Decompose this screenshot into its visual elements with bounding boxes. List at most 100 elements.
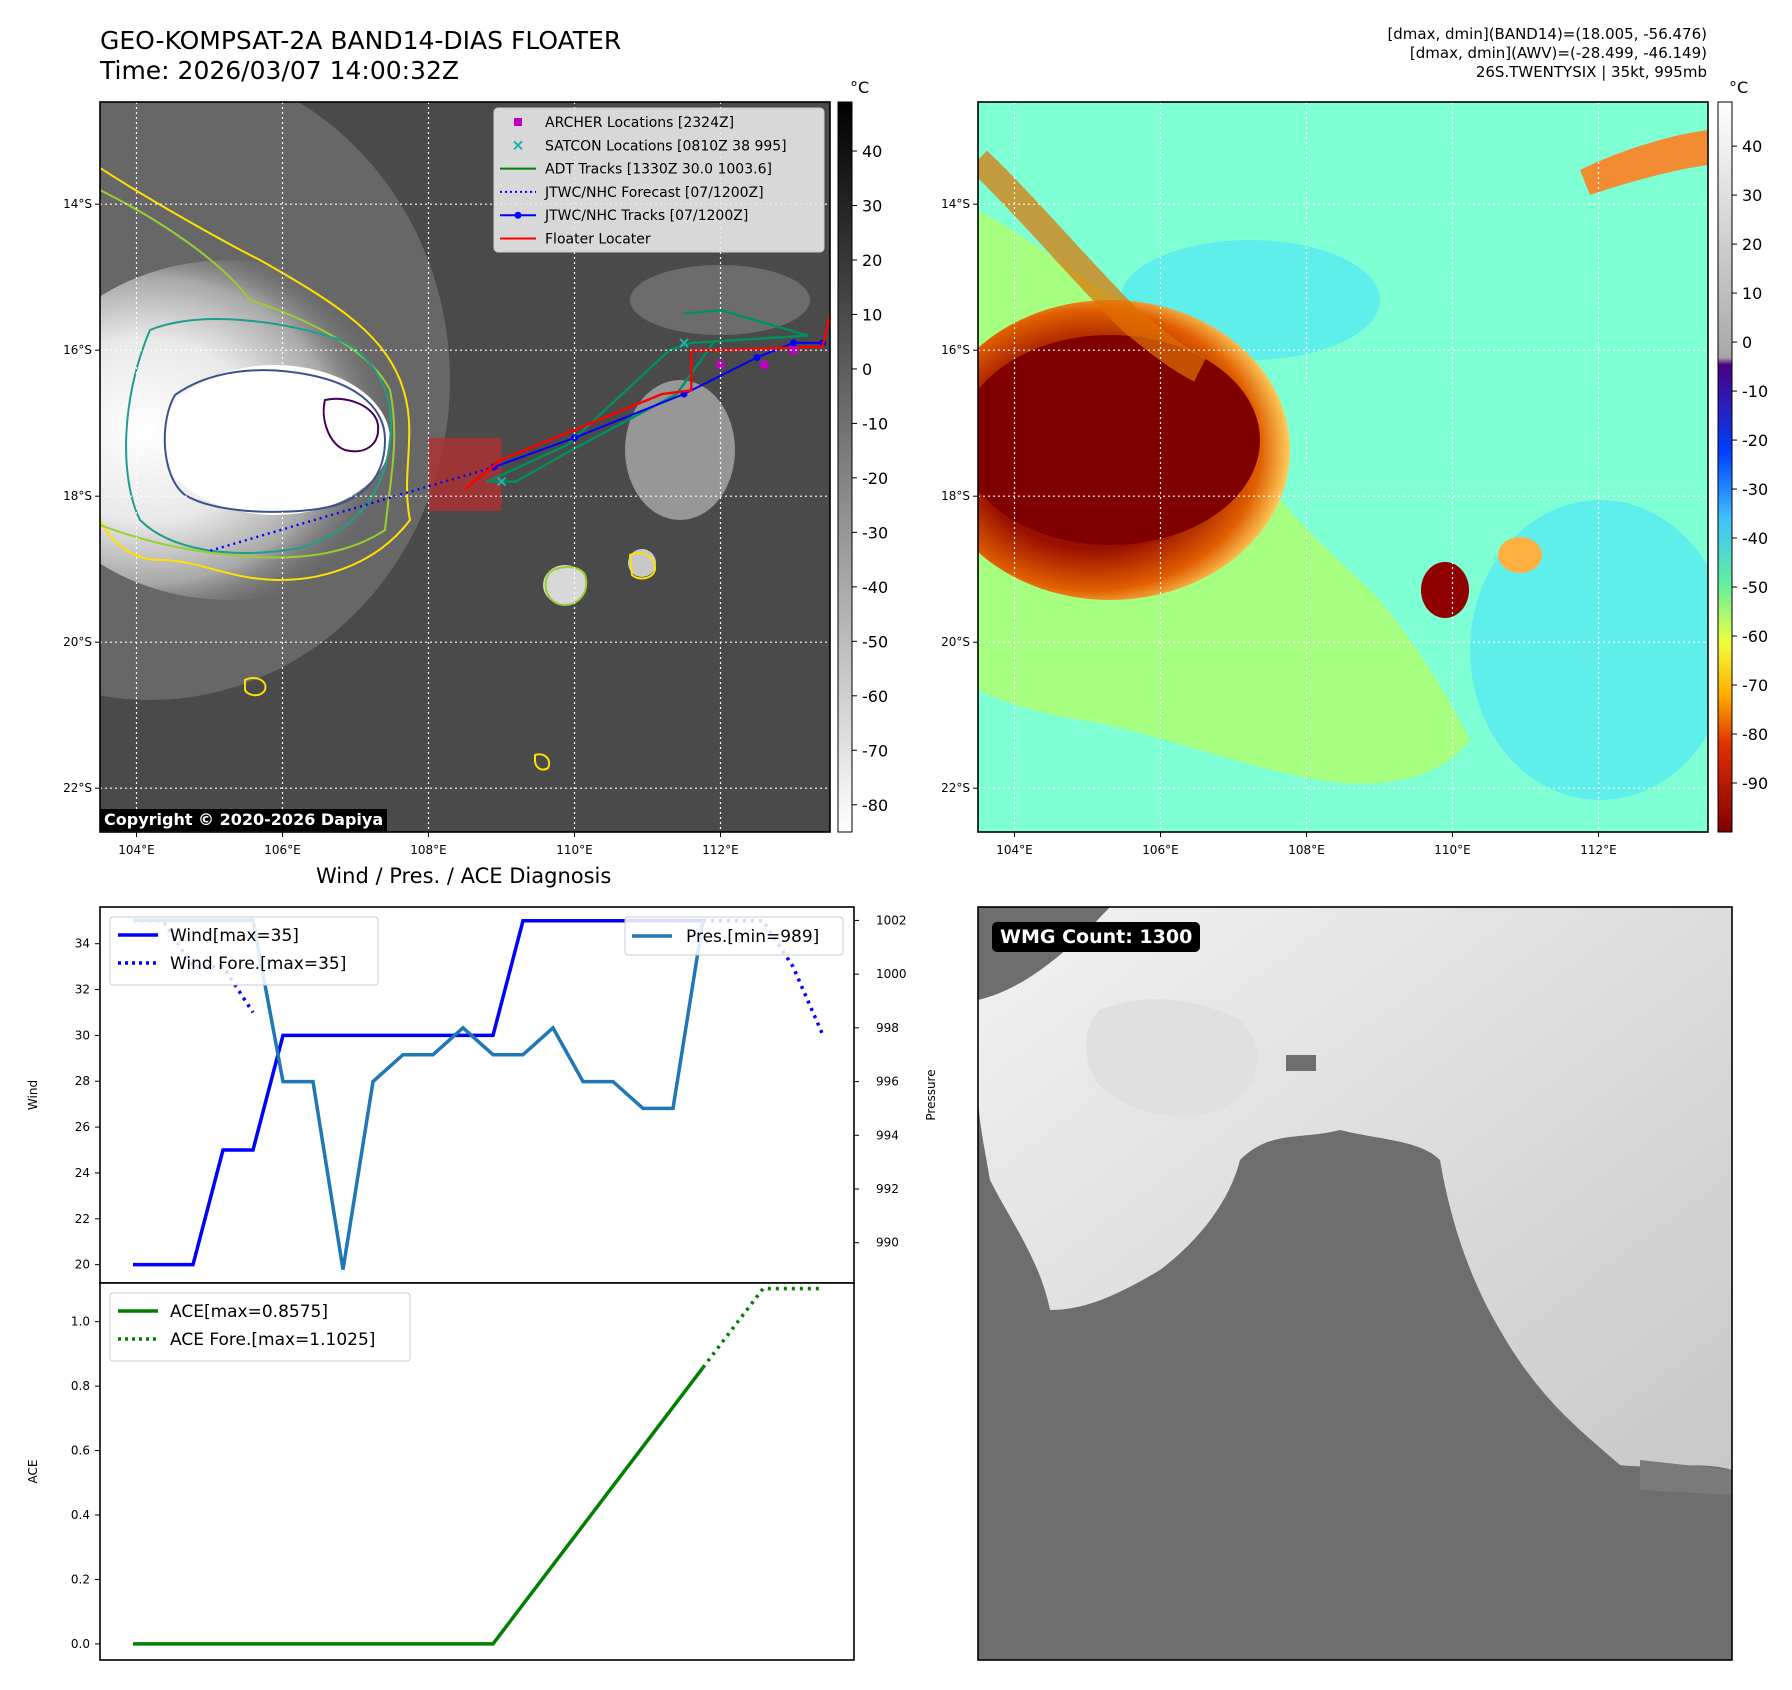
lat-tick-label: 22°S: [941, 781, 970, 795]
info-line-3: 26S.TWENTYSIX | 35kt, 995mb: [1475, 63, 1707, 81]
archer-location-marker: [789, 346, 798, 355]
y-tick-label: 34: [75, 937, 90, 951]
wv-panel: 104°E 106°E 108°E 110°E 112°E 14°S 16°S 18°S 20°…: [941, 101, 1768, 857]
wv-northeast-band: [1580, 130, 1708, 195]
ir-legend: ARCHER Locations [2324Z] SATCON Locations…: [493, 107, 825, 253]
jtwc-track-point: [790, 339, 797, 347]
wv-cloud-core: [978, 335, 1260, 545]
diagnosis-title: Wind / Pres. / ACE Diagnosis: [316, 864, 612, 888]
y-tick-label: 20: [75, 1258, 90, 1272]
wv-warm-patch: [1498, 537, 1542, 573]
y-tick-label: 32: [75, 983, 90, 997]
title-line-2: Time: 2026/03/07 14:00:32Z: [100, 56, 459, 85]
y2-axis-label: Pressure: [924, 1069, 938, 1120]
colorbar-tick-label: -60: [1742, 627, 1768, 646]
colorbar-tick-label: -20: [1742, 431, 1768, 450]
wv-grid: [978, 102, 1708, 832]
legend-label: ARCHER Locations [2324Z]: [545, 115, 734, 131]
y2-tick-label: 992: [876, 1182, 899, 1196]
y2-tick-label: 996: [876, 1075, 899, 1089]
lat-tick-label: 16°S: [941, 343, 970, 357]
y-tick-label: 28: [75, 1074, 90, 1088]
y-tick-label: 0.4: [71, 1508, 90, 1522]
colorbar-tick-label: 30: [1742, 186, 1762, 205]
y-tick-label: 24: [75, 1166, 90, 1180]
lat-tick-label: 18°S: [63, 489, 92, 503]
wmg-core-region: [1085, 999, 1258, 1116]
colorbar-tick-label: -80: [1742, 725, 1768, 744]
archer-legend-icon: [514, 118, 522, 126]
legend-label: Floater Locater: [545, 232, 651, 248]
info-line-2: [dmax, dmin](AWV)=(-28.499, -46.149): [1409, 44, 1707, 62]
legend-label: ACE[max=0.8575]: [170, 1302, 328, 1322]
y-tick-label: 30: [75, 1028, 90, 1042]
floater-box: [428, 437, 502, 511]
ir-contour-navy: [163, 369, 387, 513]
ir-colorbar-unit: °C: [850, 78, 870, 97]
colorbar-tick-label: -40: [1742, 529, 1768, 548]
legend-box-right: [624, 916, 844, 956]
wv-colorbar-unit: °C: [1729, 78, 1749, 97]
jtwc-track-line: [493, 341, 823, 468]
colorbar-tick-label: 40: [1742, 137, 1762, 156]
wmg-panel: [977, 906, 1733, 1661]
colorbar-tick-label: 30: [862, 197, 882, 216]
legend-label: JTWC/NHC Tracks [07/1200Z]: [544, 208, 748, 224]
colorbar-tick-label: 10: [1742, 284, 1762, 303]
lon-tick-label: 106°E: [264, 843, 301, 857]
archer-location-marker: [716, 360, 725, 369]
colorbar-tick-label: -60: [862, 687, 888, 706]
y2-tick-label: 1000: [876, 967, 907, 981]
wv-cold-spot: [1421, 562, 1469, 618]
ir-contour-teal: [125, 318, 392, 554]
colorbar-tick-label: 0: [862, 360, 872, 379]
legend-box: [109, 916, 379, 986]
colorbar-tick-label: -30: [862, 523, 888, 542]
wind-panel: 20 22 24 26 28 30 32 34 Wind 990 992 994 996 998 1000 1…: [26, 906, 938, 1284]
lon-tick-label: 104°E: [118, 843, 155, 857]
colorbar-tick-label: 20: [1742, 235, 1762, 254]
y-tick-label: 0.2: [71, 1572, 90, 1586]
wmg-dark-block: [1286, 1055, 1316, 1071]
jtwc-track-point: [753, 354, 761, 361]
satcon-legend-icon: [513, 140, 523, 151]
satcon-location-marker: [679, 338, 689, 348]
wmg-warm-corner: [1640, 1460, 1732, 1495]
lon-tick-label: 108°E: [410, 843, 447, 857]
lon-tick-label: 110°E: [1434, 843, 1471, 857]
ir-cloud-secondary: [625, 380, 735, 520]
ir-colorbar: [837, 101, 853, 833]
y-tick-label: 0.6: [71, 1444, 90, 1458]
wv-frame: [977, 101, 1709, 833]
lat-tick-label: 18°S: [941, 489, 970, 503]
floater-track-line: [464, 313, 830, 490]
jtwc-forecast-line: [209, 465, 495, 553]
y2-tick-label: 998: [876, 1021, 899, 1035]
y2-tick-label: 994: [876, 1128, 899, 1142]
y-axis-label: ACE: [26, 1460, 40, 1484]
colorbar-tick-label: -70: [862, 741, 888, 760]
wv-moist-region-south: [1470, 500, 1708, 800]
lon-tick-label: 110°E: [556, 843, 593, 857]
y2-tick-label: 1002: [876, 913, 907, 927]
ir-contour-lightgreen: [100, 189, 396, 559]
y-tick-label: 22: [75, 1212, 90, 1226]
colorbar-tick-label: -50: [1742, 578, 1768, 597]
series-line-0: [133, 1366, 705, 1646]
ir-contour-small-yellow: [244, 552, 657, 771]
legend-label: Pres.[min=989]: [686, 927, 819, 947]
lon-tick-label: 104°E: [996, 843, 1033, 857]
ace-ticks: 0.0 0.2 0.4 0.6 0.8 1.0 ACE: [26, 1315, 100, 1651]
wmg-frame: [977, 906, 1733, 1661]
y-tick-label: 26: [75, 1120, 90, 1134]
colorbar-tick-label: 0: [1742, 333, 1752, 352]
colorbar-tick-label: -10: [862, 414, 888, 433]
legend-label: Wind[max=35]: [170, 926, 299, 946]
series-line-0: [133, 919, 703, 1267]
legend-box: [109, 1292, 411, 1362]
ir-contour-island: [544, 566, 588, 607]
ir-ticks: 104°E 106°E 108°E 110°E 112°E 14°S 16°S 18°S 20°…: [63, 197, 739, 857]
colorbar-tick-label: 20: [862, 251, 882, 270]
